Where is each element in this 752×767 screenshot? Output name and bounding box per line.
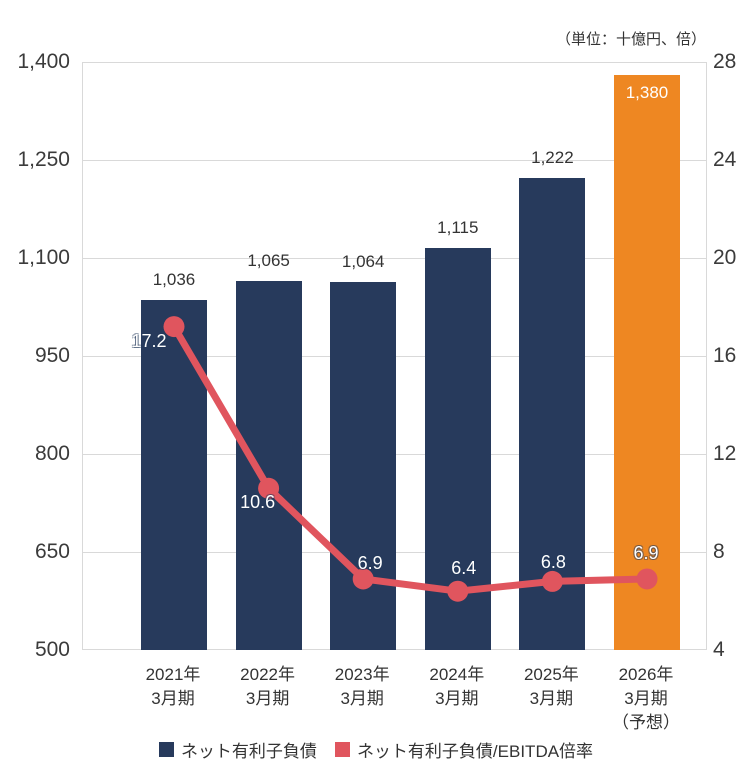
x-axis-label-line: 3月期 <box>529 689 574 708</box>
x-axis-label-line: 2024年 <box>429 665 485 684</box>
ratio-value-label: 6.9 <box>633 542 659 563</box>
y-axis-right-tick: 12 <box>713 442 737 465</box>
ratio-point <box>352 568 374 590</box>
x-axis-label-line: 2026年 <box>618 665 674 684</box>
x-axis-label-line: 2021年 <box>145 665 201 684</box>
y-axis-right-tick: 20 <box>713 246 737 269</box>
bar <box>235 280 302 650</box>
x-axis-label: 2026年 3月期 （予想） <box>591 663 701 735</box>
ratio-value-label: 10.6 <box>240 492 276 513</box>
legend-label: ネット有利子負債/EBITDA倍率 <box>356 742 594 761</box>
x-axis-label-line: 3月期 <box>245 689 290 708</box>
gridline <box>83 160 706 161</box>
ratio-value-label: 6.8 <box>540 552 566 573</box>
ratio-value-label: 6.9 <box>357 552 383 573</box>
bar-value-label: 1,065 <box>247 250 290 270</box>
y-axis-left-tick: 800 <box>34 442 70 465</box>
x-axis-label-line: 2023年 <box>334 665 390 684</box>
bar-value-label: 1,036 <box>152 269 196 289</box>
bar-value-label: 1,115 <box>437 218 479 238</box>
ratio-point <box>636 568 658 590</box>
y-axis-right-tick: 24 <box>713 148 737 171</box>
legend-swatch <box>158 742 174 757</box>
y-axis-left-tick: 950 <box>34 344 70 367</box>
legend: ネット有利子負債 ネット有利子負債/EBITDA倍率 <box>0 737 752 762</box>
x-axis-label-line: 3月期 <box>435 689 479 708</box>
x-axis-label-line: （予想） <box>612 713 680 732</box>
x-axis-label: 2025年 3月期 <box>496 663 606 711</box>
ratio-point <box>163 316 185 338</box>
legend-item: ネット有利子負債 <box>158 737 317 762</box>
ratio-point <box>447 580 469 602</box>
x-axis-label-line: 3月期 <box>624 689 668 708</box>
legend-label: ネット有利子負債 <box>180 742 317 761</box>
x-axis-label-line: 2022年 <box>240 665 295 684</box>
y-axis-left-tick: 1,400 <box>17 50 70 73</box>
y-axis-left-tick: 1,100 <box>17 246 70 269</box>
plot-area: 1,036 1,065 1,064 1,115 1,222 1,380 17.2 10.6 6.… <box>82 62 707 650</box>
legend-item: ネット有利子負債/EBITDA倍率 <box>334 737 594 762</box>
y-axis-right-tick: 16 <box>713 344 737 367</box>
x-axis-label-line: 3月期 <box>151 689 195 708</box>
x-axis-label: 2023年 3月期 <box>307 663 417 711</box>
unit-note: （単位：十億円、倍） <box>555 31 706 48</box>
y-axis-right-tick: 4 <box>713 638 725 661</box>
x-axis-label: 2024年 3月期 <box>402 663 512 711</box>
gridline <box>83 258 706 259</box>
y-axis-left-tick: 500 <box>34 638 70 661</box>
ratio-point <box>541 570 563 592</box>
x-axis-label: 2021年 3月期 <box>118 663 228 711</box>
ratio-value-label: 6.4 <box>451 558 477 579</box>
ratio-line-layer <box>163 316 658 602</box>
y-axis-right-tick: 8 <box>713 540 725 563</box>
y-axis-left-tick: 650 <box>34 540 70 563</box>
ratio-line <box>170 324 648 595</box>
y-axis-right-tick: 28 <box>713 50 737 73</box>
y-axis-left-tick: 1,250 <box>17 148 70 171</box>
x-axis-label-line: 2025年 <box>523 665 579 684</box>
gridline <box>83 62 706 63</box>
x-axis-label-line: 3月期 <box>340 689 384 708</box>
bar <box>614 75 680 650</box>
bar-value-label: 1,222 <box>531 148 574 168</box>
ratio-value-label: 17.2 <box>131 330 167 351</box>
bar-value-label: 1,380 <box>625 83 669 103</box>
x-axis-label: 2022年 3月期 <box>213 663 323 711</box>
legend-swatch <box>334 742 350 757</box>
bar-value-label: 1,064 <box>341 251 385 271</box>
ratio-point <box>258 477 280 499</box>
